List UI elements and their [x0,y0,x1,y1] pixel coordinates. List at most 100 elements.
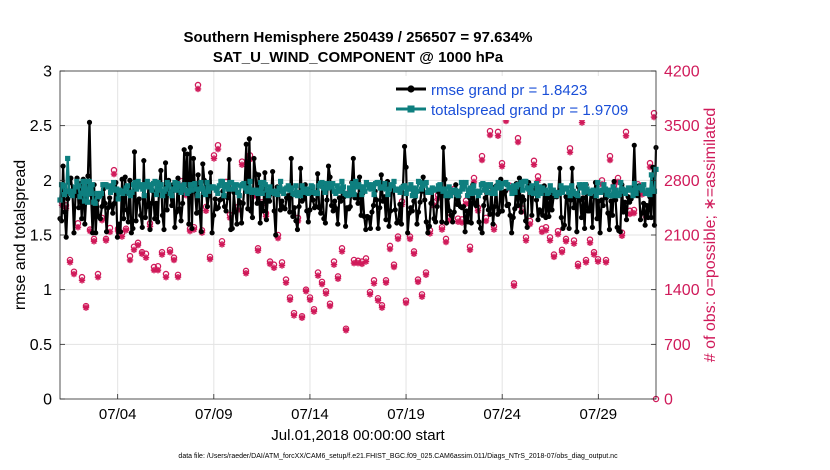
rmse-point [159,212,166,218]
rmse-point [363,226,369,233]
rmse-point [350,155,356,162]
totalspread-point [595,179,601,186]
obs-assimilated-marker [386,245,394,253]
totalspread-point [558,183,564,189]
obs-assimilated-marker [594,258,602,265]
totalspread-point [397,189,403,195]
rmse-point [395,218,401,224]
totalspread-point [327,181,333,187]
rmse-point [173,209,180,215]
totalspread-point [406,186,412,192]
totalspread-point [195,193,201,199]
totalspread-point [418,186,425,192]
rmse-point [130,225,136,232]
rmse-point [238,220,245,226]
totalspread-point [547,183,553,189]
obs-assimilated-marker [270,264,278,271]
totalspread-point [176,183,183,189]
rmse-point [409,208,415,214]
rmse-point [611,178,617,185]
totalspread-point [351,191,357,198]
totalspread-point [446,184,452,190]
rmse-point [310,197,316,203]
obs-assimilated-stroke [71,271,77,277]
obs-assimilated-marker [606,156,614,164]
totalspread-point [189,187,195,193]
totalspread-point [490,186,497,192]
rmse-point [342,223,349,229]
rmse-point [366,214,372,221]
obs-assimilated-marker [242,270,250,277]
totalspread-point [382,181,388,187]
totalspread-point [483,182,489,188]
totalspread-point [538,190,544,197]
rmse-point [439,219,445,225]
obs-assimilated-stroke [603,259,609,266]
obs-assimilated-stroke [467,247,473,253]
rmse-point [606,226,613,233]
rmse-point [476,219,482,225]
obs-assimilated-marker [558,248,566,256]
totalspread-point [192,181,198,187]
totalspread-point [299,183,305,189]
rmse-point [195,172,201,178]
totalspread-point [475,193,481,199]
obs-assimilated-stroke [287,296,293,303]
obs-assimilated-marker [94,273,102,281]
obs-assimilated-stroke [319,281,325,288]
obs-assimilated-stroke [587,239,593,246]
rmse-point [599,197,605,203]
totalspread-point [507,184,514,190]
y2-tick-label: 2100 [664,228,700,245]
obs-assimilated-marker [394,235,402,243]
totalspread-point [494,184,500,190]
obs-assimilated-stroke [415,279,421,285]
totalspread-point [285,183,291,189]
obs-assimilated-stroke [419,293,425,300]
rmse-point [398,221,405,227]
obs-assimilated-stroke [627,211,633,217]
obs-assimilated-marker [554,231,562,238]
obs-assimilated-marker [514,138,522,146]
obs-assimilated-stroke [135,242,141,248]
obs-assimilated-stroke [307,296,313,303]
totalspread-point [143,182,149,188]
rmse-point [316,205,322,211]
obs-assimilated-stroke [311,308,317,315]
totalspread-point [362,188,368,194]
y-tick-label: 1.5 [30,228,52,245]
totalspread-point [198,179,204,186]
obs-assimilated-marker [418,293,426,300]
obs-assimilated-stroke [239,161,245,168]
totalspread-point [158,182,164,188]
totalspread-point [529,183,535,189]
rmse-point [187,144,193,151]
totalspread-point [213,187,219,193]
rmse-point [204,203,211,210]
rmse-point [370,202,377,209]
obs-assimilated-marker [338,248,346,255]
obs-assimilated-stroke [391,264,397,270]
rmse-point [198,229,204,235]
rmse-point [288,155,294,162]
totalspread-point [463,179,469,186]
rmse-point [243,141,249,147]
rmse-point [103,229,110,235]
totalspread-point [645,187,651,193]
totalspread-point [337,188,343,194]
obs-assimilated-marker [82,304,90,311]
rmse-point [141,158,147,164]
y2-tick-label: 700 [664,337,691,354]
totalspread-point [216,183,222,189]
rmse-point [76,205,82,211]
totalspread-point [368,186,374,192]
rmse-point [263,217,270,223]
rmse-point [221,203,228,210]
totalspread-point [256,189,262,195]
totalspread-point [178,189,184,195]
rmse-point [200,161,206,167]
obs-assimilated-stroke [123,227,129,234]
obs-assimilated-marker [202,207,210,214]
obs-assimilated-marker [330,261,338,268]
totalspread-point [464,193,471,199]
